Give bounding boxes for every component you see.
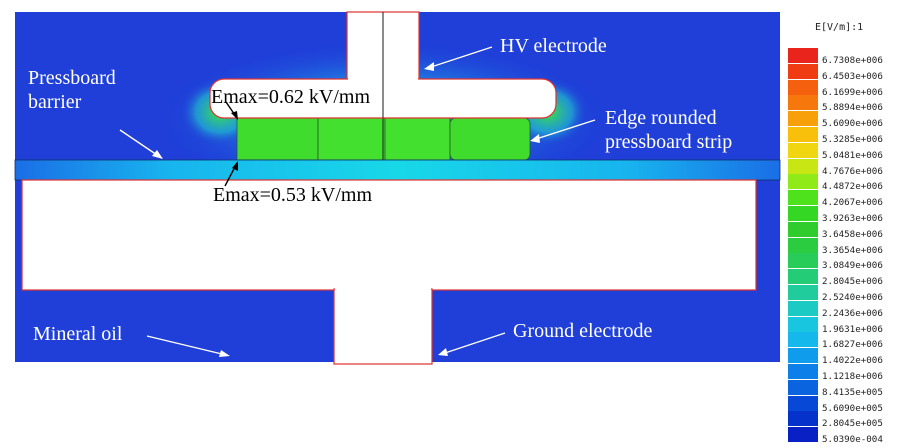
legend-value: 2.8045e+005: [822, 418, 883, 430]
edge-rounded-label-line2: pressboard strip: [605, 131, 733, 153]
legend-value: 1.4022e+006: [822, 355, 883, 367]
arrow-emax-bottom: [224, 161, 238, 187]
arrow-ground-electrode: [438, 332, 506, 356]
legend-color-bar: [788, 48, 818, 443]
field-simulation-figure: HV electrode Pressboard barrier Edge rou…: [14, 11, 883, 445]
legend-value: 4.2067e+006: [822, 197, 883, 209]
legend-value: 3.6458e+006: [822, 228, 883, 240]
edge-rounded-label-line1: Edge rounded: [605, 107, 717, 129]
legend-swatch: [788, 205, 818, 221]
legend-value: 4.7676e+006: [822, 165, 883, 177]
legend-value: 5.6090e+006: [822, 118, 883, 130]
legend-swatch: [788, 379, 818, 395]
legend-value: 2.8045e+006: [822, 276, 883, 288]
legend-value: 5.0481e+006: [822, 149, 883, 161]
legend-swatch: [788, 332, 818, 348]
pressboard-strip: [384, 117, 451, 161]
arrow-edge-rounded-strip: [530, 119, 596, 143]
ground-electrode-label: Ground electrode: [513, 320, 653, 342]
ground-electrode-joint: [335, 286, 431, 292]
legend-swatch: [788, 174, 818, 190]
legend-swatch: [788, 126, 818, 142]
legend-swatch: [788, 237, 818, 253]
legend-swatch: [788, 142, 818, 158]
legend-value: 6.7308e+006: [822, 55, 883, 66]
legend-value: 5.0390e-004: [822, 434, 883, 446]
legend-value: 8.4135e+005: [822, 386, 883, 398]
hv-electrode-label: HV electrode: [500, 35, 607, 57]
legend-swatch: [788, 427, 818, 443]
emax-top-label: Emax=0.62 kV/mm: [211, 86, 371, 108]
arrow-hv-electrode: [424, 46, 493, 71]
legend-swatch: [788, 95, 818, 111]
legend-swatch: [788, 79, 818, 95]
legend-swatch: [788, 395, 818, 411]
legend-swatch: [788, 300, 818, 316]
legend-swatch: [788, 348, 818, 364]
ground-electrode-stem: [333, 288, 433, 365]
pressboard-strips: [236, 117, 531, 161]
legend-value: 3.3654e+006: [822, 244, 883, 256]
legend-value: 1.1218e+006: [822, 370, 883, 382]
legend-value: 4.4872e+006: [822, 181, 883, 193]
pressboard-strip: [449, 117, 531, 161]
legend-swatch: [788, 411, 818, 427]
legend-swatch: [788, 158, 818, 174]
legend-swatch: [788, 221, 818, 237]
legend-values: 6.7308e+006 6.4503e+006 6.1699e+006 5.8894e…: [822, 53, 883, 448]
mineral-oil-label: Mineral oil: [33, 323, 123, 345]
legend-value: 6.1699e+006: [822, 86, 883, 98]
arrow-emax-top: [225, 101, 238, 120]
legend-value: 1.6827e+006: [822, 339, 883, 351]
pressboard-strip: [317, 117, 386, 161]
pressboard-barrier-label-line1: Pressboard: [28, 67, 116, 89]
legend-value: 1.9631e+006: [822, 323, 883, 335]
legend-value: 2.5240e+006: [822, 291, 883, 303]
legend-swatch: [788, 190, 818, 206]
legend-value: 6.4503e+006: [822, 70, 883, 82]
legend-value: 5.3285e+006: [822, 133, 883, 145]
legend-swatch: [788, 284, 818, 300]
annotation-arrows: [119, 46, 596, 357]
field-plot: [14, 11, 781, 365]
arrow-pressboard-barrier: [119, 129, 163, 159]
pressboard-barrier: [14, 159, 781, 181]
legend-value: 2.2436e+006: [822, 307, 883, 319]
legend-swatch: [788, 316, 818, 332]
emax-bottom-label: Emax=0.53 kV/mm: [213, 184, 373, 206]
legend-swatch: [788, 253, 818, 269]
legend-value: 3.9263e+006: [822, 212, 883, 224]
legend-swatch: [788, 269, 818, 285]
legend-swatch: [788, 363, 818, 379]
legend-swatch: [788, 48, 818, 63]
legend-value: 5.8894e+006: [822, 102, 883, 114]
legend-swatch: [788, 111, 818, 127]
legend-title: E[V/m]:1: [815, 22, 864, 33]
pressboard-barrier-label-line2: barrier: [28, 91, 82, 113]
pressboard-strip: [236, 117, 319, 161]
arrow-mineral-oil: [146, 335, 230, 357]
legend-value: 5.6090e+005: [822, 402, 883, 414]
legend-value: 3.0849e+006: [822, 260, 883, 272]
ground-electrode-plate: [21, 179, 757, 291]
legend-swatch: [788, 63, 818, 79]
